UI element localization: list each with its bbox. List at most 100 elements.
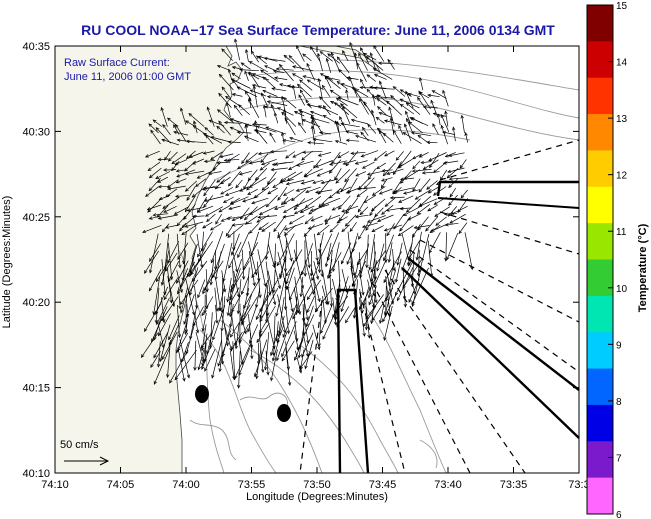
current-vector	[355, 214, 369, 218]
current-vector-head	[464, 132, 468, 136]
current-vector-head	[412, 234, 416, 238]
current-vector-head	[283, 54, 288, 59]
current-vector	[284, 224, 296, 236]
current-vector-head	[264, 319, 269, 324]
current-vector-head	[403, 123, 408, 128]
current-vector	[393, 130, 402, 144]
current-vector-head	[171, 160, 176, 165]
current-vector-head	[334, 139, 339, 144]
current-vector	[372, 94, 376, 106]
current-vector	[345, 214, 357, 227]
current-vector	[287, 287, 293, 312]
current-vector	[274, 77, 288, 80]
y-tick-label: 40:10	[22, 468, 50, 480]
current-vector-head	[279, 273, 283, 278]
current-vector	[345, 150, 359, 167]
current-vector	[281, 196, 289, 205]
current-vector-head	[188, 154, 193, 159]
current-vector-head	[398, 124, 402, 129]
current-vector-head	[167, 157, 172, 162]
current-vector	[240, 207, 250, 220]
current-vector-head	[367, 123, 371, 128]
current-vector-head	[258, 226, 263, 231]
current-vector-head	[362, 126, 366, 131]
current-vector-head	[285, 155, 289, 159]
current-vector	[220, 331, 223, 365]
current-vector	[245, 152, 258, 163]
current-vector-head	[418, 90, 422, 95]
current-vector-head	[234, 38, 238, 43]
current-vector	[423, 159, 439, 170]
current-vector-head	[335, 179, 340, 184]
current-vector	[279, 83, 294, 88]
current-vector	[176, 233, 181, 268]
current-vector-head	[336, 220, 341, 224]
current-vector-head	[346, 76, 351, 80]
current-vector	[187, 243, 198, 277]
current-vector	[273, 315, 276, 356]
current-vector	[363, 194, 377, 203]
current-vector	[285, 348, 291, 386]
current-vector	[294, 111, 305, 117]
current-vector-head	[281, 357, 285, 362]
current-vector	[229, 295, 233, 317]
current-vector	[191, 186, 206, 198]
current-vector-head	[249, 89, 254, 93]
current-vector-head	[383, 313, 388, 318]
current-vector	[354, 52, 359, 70]
current-vector	[324, 214, 341, 222]
current-vector-head	[179, 301, 184, 306]
current-vector-head	[175, 123, 179, 128]
current-vector-head	[318, 131, 323, 135]
current-vector-head	[376, 94, 381, 98]
current-vector	[159, 194, 171, 200]
current-vector	[174, 206, 189, 215]
current-vector	[336, 186, 351, 194]
x-axis: 74:10 74:05 74:00 73:55 73:50 73:45 73:40 73:35…	[41, 46, 590, 491]
current-vector	[306, 305, 314, 327]
current-vector-head	[407, 92, 412, 97]
current-vector	[329, 224, 339, 233]
current-vector	[149, 167, 162, 178]
current-vector	[378, 130, 387, 143]
current-vector-head	[356, 187, 361, 191]
current-vector	[229, 350, 235, 380]
current-vector-head	[281, 353, 285, 358]
current-vector	[242, 196, 259, 202]
current-vector	[277, 186, 288, 201]
current-vector	[163, 277, 179, 300]
current-vector	[406, 118, 414, 134]
current-vector	[180, 287, 188, 313]
current-vector	[298, 94, 306, 106]
current-vector-head	[442, 161, 447, 165]
current-vector-head	[247, 177, 252, 182]
current-vector	[298, 322, 305, 358]
current-vector-head	[411, 169, 416, 173]
current-vector	[405, 91, 414, 109]
current-vector-head	[233, 104, 238, 109]
current-vector	[226, 216, 240, 220]
current-vector	[271, 167, 288, 171]
current-vector-head	[245, 159, 249, 163]
current-vector	[251, 197, 269, 204]
current-vector-head	[156, 321, 160, 326]
current-vector-head	[247, 328, 251, 333]
current-vector-head	[291, 73, 296, 77]
current-vector	[372, 186, 386, 196]
current-vector-head	[321, 84, 326, 89]
current-vector-head	[320, 180, 325, 185]
current-vector-head	[315, 257, 319, 262]
current-vector	[337, 56, 350, 74]
current-vector	[374, 241, 376, 280]
current-vector-head	[144, 154, 149, 158]
current-vector	[204, 342, 207, 363]
current-vector-head	[364, 326, 369, 331]
current-vector	[167, 339, 171, 378]
current-vector	[155, 287, 160, 324]
current-vector-head	[184, 167, 188, 172]
current-vector	[327, 259, 333, 279]
current-vector-head	[368, 301, 372, 306]
current-vector	[203, 186, 222, 189]
colorbar-segment	[587, 186, 613, 224]
long-island-shore	[299, 45, 381, 73]
